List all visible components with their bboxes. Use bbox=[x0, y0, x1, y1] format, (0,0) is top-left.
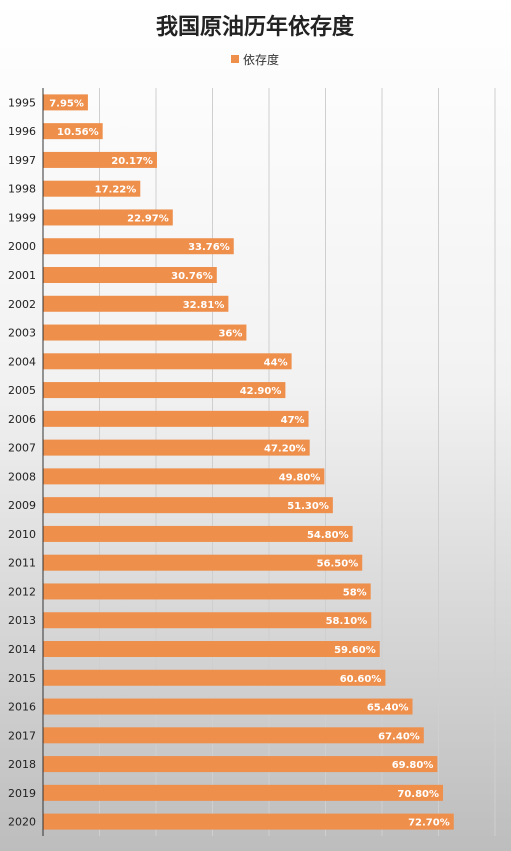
bar-2000 bbox=[43, 238, 234, 255]
bar-2012 bbox=[43, 583, 371, 600]
data-label-1998: 17.22% bbox=[95, 185, 137, 196]
data-label-2009: 51.30% bbox=[287, 501, 329, 512]
category-label-2013: 2013 bbox=[8, 614, 36, 627]
data-label-2008: 49.80% bbox=[279, 472, 321, 483]
category-label-2006: 2006 bbox=[8, 413, 36, 426]
bar-2003 bbox=[43, 324, 247, 341]
data-label-2006: 47% bbox=[281, 415, 305, 426]
category-label-2017: 2017 bbox=[8, 729, 36, 742]
bar-2017 bbox=[43, 727, 424, 744]
bar-1996 bbox=[43, 123, 103, 140]
bar-1999 bbox=[43, 209, 173, 226]
data-label-2003: 36% bbox=[218, 329, 242, 340]
category-label-2011: 2011 bbox=[8, 557, 36, 570]
category-label-2007: 2007 bbox=[8, 442, 36, 455]
category-label-1999: 1999 bbox=[8, 211, 36, 224]
category-label-2000: 2000 bbox=[8, 240, 36, 253]
data-label-2015: 60.60% bbox=[340, 674, 382, 685]
bar-2014 bbox=[43, 641, 380, 657]
bar-2011 bbox=[43, 554, 363, 571]
bar-2016 bbox=[43, 698, 413, 715]
data-label-1997: 20.17% bbox=[111, 156, 153, 167]
bar-2002 bbox=[43, 295, 229, 312]
category-label-2020: 2020 bbox=[8, 816, 36, 829]
bar-1997 bbox=[43, 151, 157, 168]
data-label-2000: 33.76% bbox=[188, 242, 230, 253]
category-label-2001: 2001 bbox=[8, 269, 36, 282]
data-label-2004: 44% bbox=[264, 357, 288, 368]
bar-2015 bbox=[43, 669, 386, 686]
bar-2010 bbox=[43, 525, 353, 542]
category-label-2015: 2015 bbox=[8, 672, 36, 685]
data-label-2020: 72.70% bbox=[408, 818, 450, 829]
data-label-1995: 7.95% bbox=[49, 98, 84, 109]
category-label-2002: 2002 bbox=[8, 298, 36, 311]
category-label-2009: 2009 bbox=[8, 499, 36, 512]
gridlines bbox=[99, 88, 496, 836]
data-label-2013: 58.10% bbox=[326, 616, 368, 627]
category-label-1996: 1996 bbox=[8, 125, 36, 138]
bar-1998 bbox=[43, 180, 141, 197]
data-label-2005: 42.90% bbox=[240, 386, 282, 397]
data-label-2014: 59.60% bbox=[334, 645, 376, 656]
bar-1995 bbox=[43, 94, 88, 111]
bar-2020 bbox=[43, 813, 454, 830]
data-label-2012: 58% bbox=[343, 587, 367, 598]
bar-2009 bbox=[43, 497, 333, 514]
bar-2004 bbox=[43, 353, 292, 370]
category-label-2004: 2004 bbox=[8, 355, 36, 368]
data-label-2011: 56.50% bbox=[317, 559, 359, 570]
category-label-1997: 1997 bbox=[8, 154, 36, 167]
bar-2019 bbox=[43, 784, 444, 801]
bar-2018 bbox=[43, 756, 438, 773]
bar-2006 bbox=[43, 410, 309, 427]
category-label-2012: 2012 bbox=[8, 585, 36, 598]
legend: 依存度 bbox=[231, 52, 279, 67]
data-label-2019: 70.80% bbox=[397, 789, 439, 800]
bar-2005 bbox=[43, 382, 286, 399]
bar-2008 bbox=[43, 468, 325, 485]
data-label-1996: 10.56% bbox=[57, 127, 99, 138]
bar-2013 bbox=[43, 612, 372, 629]
data-label-1999: 22.97% bbox=[127, 213, 169, 224]
bars bbox=[43, 94, 454, 830]
data-label-2010: 54.80% bbox=[307, 530, 349, 541]
bar-2001 bbox=[43, 267, 217, 283]
category-label-1998: 1998 bbox=[8, 183, 36, 196]
legend-label: 依存度 bbox=[243, 52, 279, 67]
data-labels: 7.95% 10.56% 20.17% 17.22% 22.97% 33.76% 30.76… bbox=[49, 98, 450, 828]
category-label-2010: 2010 bbox=[8, 528, 36, 541]
data-label-2002: 32.81% bbox=[183, 300, 225, 311]
category-axis-labels: 1995 1996 1997 1998 1999 2000 2001 2002 2003 2004… bbox=[8, 96, 36, 828]
chart-title: 我国原油历年依存度 bbox=[156, 14, 355, 40]
data-label-2016: 65.40% bbox=[367, 703, 409, 714]
category-label-2019: 2019 bbox=[8, 787, 36, 800]
category-label-1995: 1995 bbox=[8, 96, 36, 109]
data-label-2001: 30.76% bbox=[171, 271, 213, 282]
category-label-2005: 2005 bbox=[8, 384, 36, 397]
category-label-2014: 2014 bbox=[8, 643, 36, 656]
data-label-2018: 69.80% bbox=[392, 760, 434, 771]
category-label-2003: 2003 bbox=[8, 327, 36, 340]
legend-swatch bbox=[231, 55, 239, 63]
data-label-2007: 47.20% bbox=[264, 444, 306, 455]
bar-2007 bbox=[43, 439, 310, 456]
data-label-2017: 67.40% bbox=[378, 731, 420, 742]
category-label-2018: 2018 bbox=[8, 758, 36, 771]
category-label-2016: 2016 bbox=[8, 701, 36, 714]
category-label-2008: 2008 bbox=[8, 470, 36, 483]
